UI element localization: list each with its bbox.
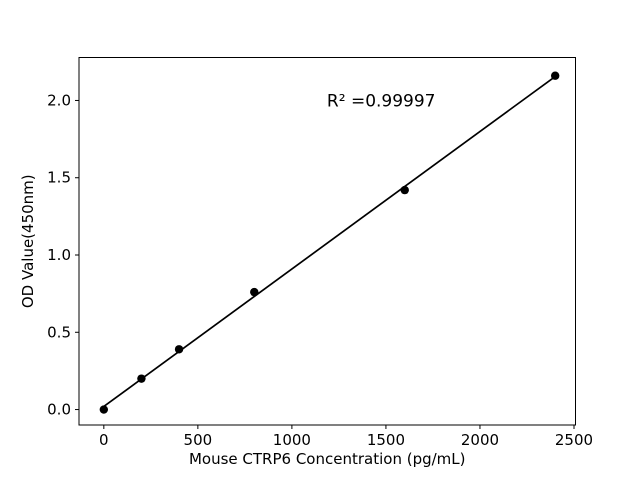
data-point	[250, 287, 259, 297]
r-squared-annotation: R² =0.99997	[327, 91, 436, 111]
data-point	[550, 71, 560, 80]
x-axis-ticks: 0 500 1000 1500 2000 2500	[99, 425, 593, 449]
x-tick-label: 2000	[461, 431, 499, 449]
data-point	[174, 345, 184, 354]
plot-frame	[78, 57, 576, 426]
x-tick-label: 2500	[555, 431, 593, 449]
y-tick-label: 0.0	[47, 401, 71, 419]
y-tick-label: 1.5	[47, 169, 71, 187]
data-point	[137, 374, 146, 383]
x-axis-label: Mouse CTRP6 Concentration (pg/mL)	[189, 450, 466, 468]
y-axis-label: OD Value(450nm)	[19, 174, 37, 308]
y-tick-label: 0.5	[47, 323, 71, 341]
x-tick-label: 1500	[367, 431, 405, 449]
x-tick-label: 1000	[273, 431, 311, 449]
data-series	[99, 71, 560, 414]
data-point	[400, 185, 409, 195]
x-tick-label: 500	[184, 431, 213, 449]
data-point	[99, 405, 109, 414]
y-axis-ticks: 0.0 0.5 1.0 1.5 2.0	[47, 91, 79, 419]
y-tick-label: 1.0	[47, 246, 71, 264]
x-tick-label: 0	[99, 431, 109, 449]
y-tick-label: 2.0	[47, 91, 71, 109]
